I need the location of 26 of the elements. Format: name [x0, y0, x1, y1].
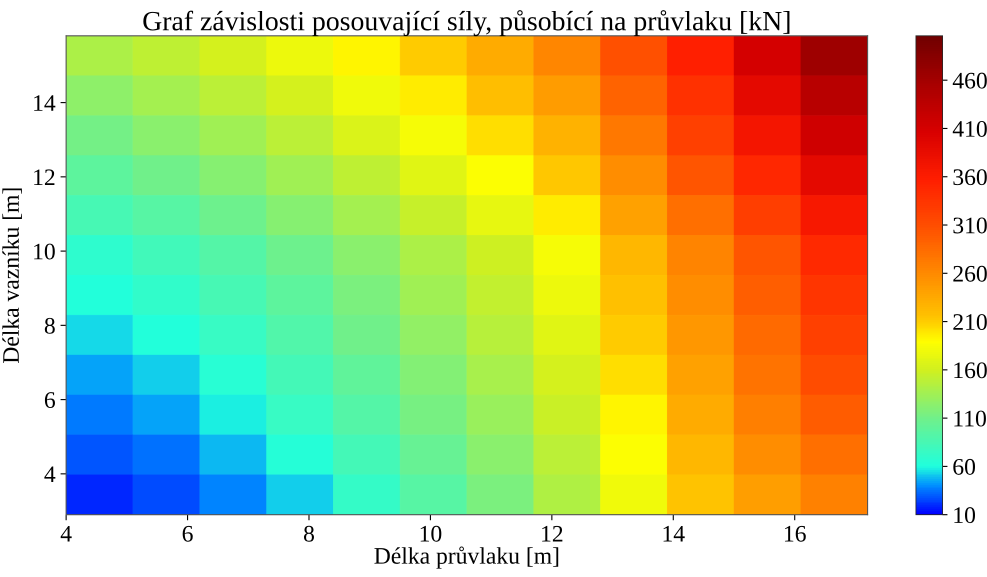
y-tick-label: 6	[44, 392, 56, 408]
x-tick-label: 8	[304, 526, 314, 542]
x-tick-label: 6	[182, 526, 193, 542]
color-bar-label: 460	[952, 72, 987, 89]
y-tick-label: 4	[44, 466, 56, 482]
y-tick-label: 8	[44, 318, 55, 334]
x-tick-label: 12	[542, 526, 562, 542]
color-bar-label: 310	[953, 218, 987, 234]
y-axis-title: Délka vazníku [m]	[2, 188, 22, 364]
x-axis-title: Délka průvlaku [m]	[374, 546, 558, 569]
chart-title: Graf závislosti posouvající síly, působící na průvlaku [kN]	[143, 10, 790, 36]
y-tick-label: 14	[34, 95, 56, 111]
color-bar-label: 60	[953, 458, 976, 475]
color-bar-label: 410	[952, 120, 987, 137]
x-tick-label: 4	[60, 526, 72, 542]
color-bar-label: 110	[954, 410, 986, 427]
color-bar-label: 160	[954, 362, 987, 378]
y-tick-label: 12	[34, 169, 54, 186]
x-tick-label: 10	[420, 526, 442, 542]
color-bar-label: 360	[953, 169, 987, 186]
color-bar-label: 260	[953, 266, 987, 282]
x-tick-label: 16	[784, 526, 806, 542]
x-tick-label: 14	[664, 526, 685, 542]
color-bar-label: 210	[953, 314, 987, 330]
y-tick-label: 10	[34, 244, 55, 260]
color-bar-label: 10	[954, 507, 976, 524]
